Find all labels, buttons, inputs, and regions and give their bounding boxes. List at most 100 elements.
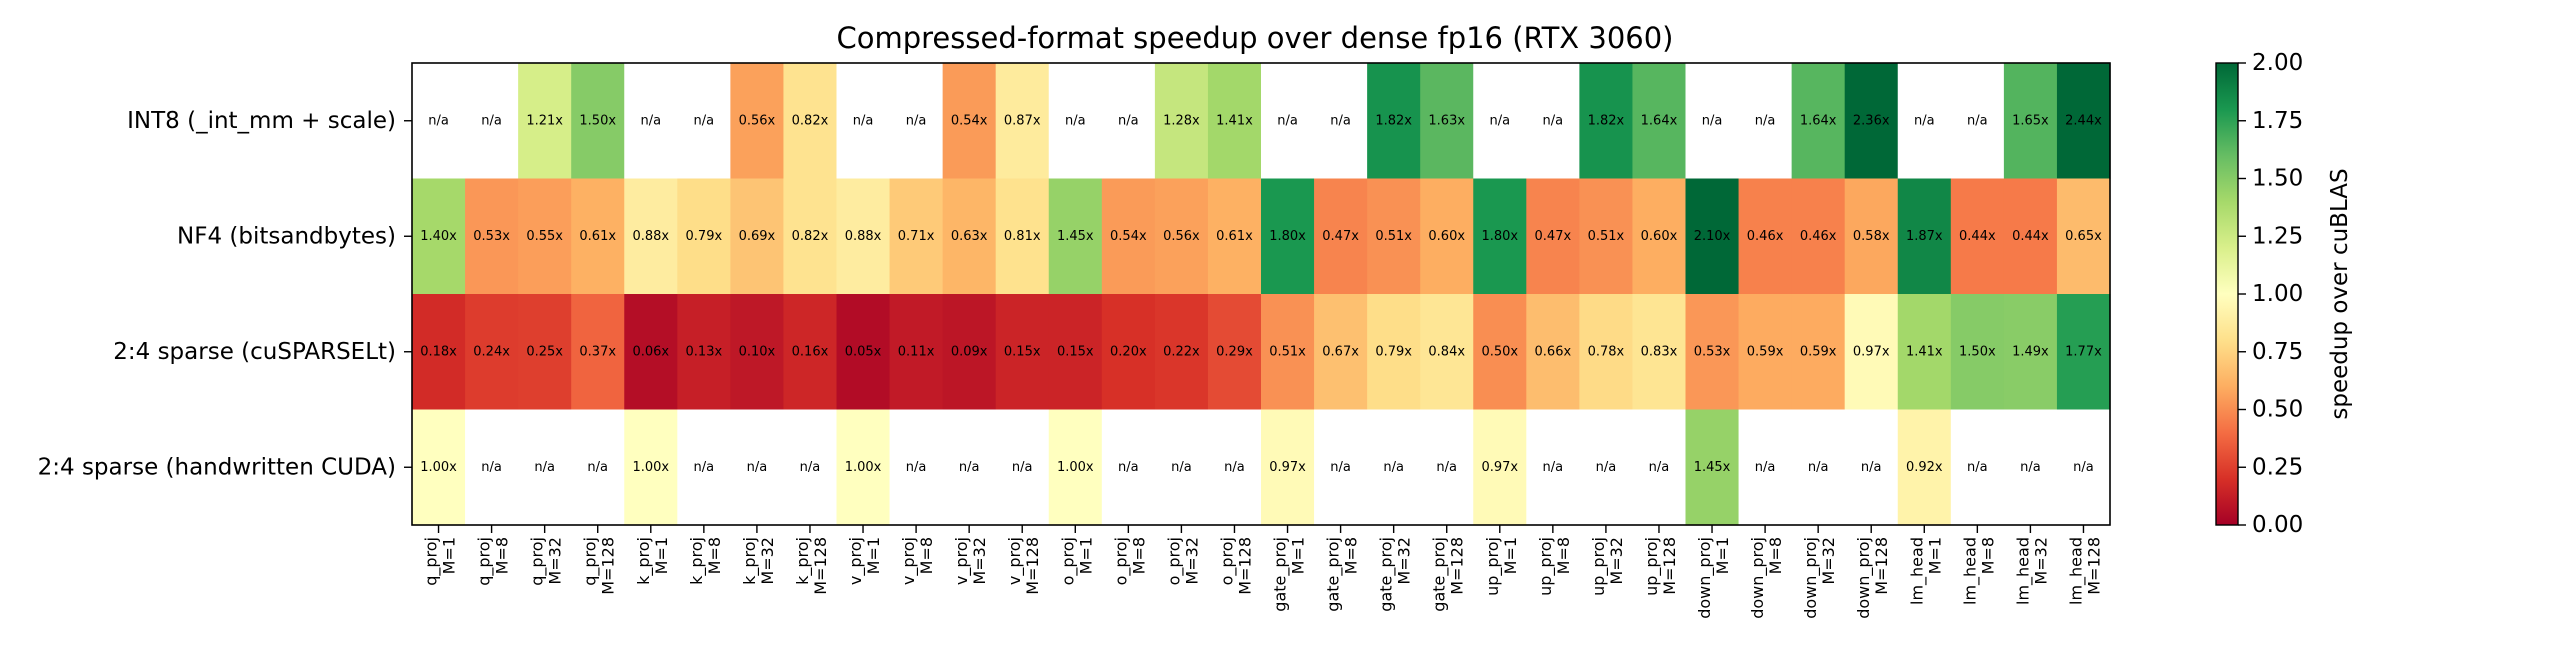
cell-value-label: n/a <box>1861 460 1882 475</box>
heatmap-cell <box>995 294 1050 411</box>
cell-value-label: n/a <box>1489 113 1510 128</box>
heatmap-cell <box>1473 178 1527 295</box>
colorbar-tick-label: 0.50 <box>2252 397 2303 423</box>
heatmap-cell <box>1738 63 1793 180</box>
cell-value-label: 0.46x <box>1747 229 1784 244</box>
heatmap-cell <box>1154 294 1209 411</box>
heatmap-cell <box>1791 409 1846 526</box>
heatmap-cell <box>1420 409 1474 526</box>
heatmap-cell <box>412 409 466 526</box>
column-label: q_projM=128 <box>581 537 618 595</box>
cell-value-label: 0.20x <box>1110 344 1147 359</box>
column-label: q_projM=8 <box>475 537 512 586</box>
column-label: v_projM=128 <box>1005 537 1042 595</box>
heatmap-cell <box>1473 294 1527 411</box>
heatmap-cell <box>412 178 466 295</box>
heatmap-cell <box>1207 294 1262 411</box>
heatmap-cell <box>730 294 785 411</box>
heatmap-cell <box>1261 294 1315 411</box>
cell-value-label: 0.53x <box>1694 344 1731 359</box>
heatmap-cell <box>1579 409 1634 526</box>
cell-value-label: n/a <box>1118 460 1139 475</box>
cell-value-label: n/a <box>1436 460 1457 475</box>
plot-frame <box>411 62 2111 526</box>
column-label: v_projM=8 <box>899 537 936 585</box>
cell-value-label: 1.63x <box>1428 113 1465 128</box>
column-label: o_projM=128 <box>1217 537 1254 595</box>
heatmap-cell <box>624 409 678 526</box>
cell-value-label: 0.61x <box>579 229 616 244</box>
cell-value-label: 1.50x <box>579 113 616 128</box>
heatmap-cell <box>1685 63 1740 180</box>
heatmap-cell <box>995 178 1050 295</box>
heatmap-cell <box>518 63 572 180</box>
column-labels: q_projM=1 q_projM=8 q_projM=32 q_projM=128 k… <box>422 525 2103 619</box>
cell-value-label: 0.69x <box>739 229 776 244</box>
cell-value-label: n/a <box>1543 113 1564 128</box>
cell-value-label: 0.37x <box>579 344 616 359</box>
heatmap-cell <box>2056 294 2111 411</box>
cell-value-label: 0.67x <box>1322 344 1359 359</box>
column-label: v_projM=32 <box>952 537 989 585</box>
cell-value-label: 0.78x <box>1588 344 1625 359</box>
cell-value-label: 0.55x <box>526 229 563 244</box>
heatmap-cell <box>889 294 944 411</box>
cell-value-label: 0.53x <box>473 229 510 244</box>
heatmap-cell <box>1420 63 1474 180</box>
cell-value-label: 1.00x <box>1057 460 1094 475</box>
cell-value-label: n/a <box>1171 460 1192 475</box>
cell-value-label: 0.84x <box>1428 344 1465 359</box>
heatmap-cell <box>2003 409 2058 526</box>
cell-value-label: n/a <box>1330 113 1351 128</box>
column-label: o_projM=8 <box>1111 537 1148 585</box>
cell-value-label: 0.13x <box>686 344 723 359</box>
heatmap-cell <box>783 294 838 411</box>
heatmap-cell <box>1526 63 1580 180</box>
cell-value-label: 0.97x <box>1853 344 1890 359</box>
heatmap-cell <box>995 409 1050 526</box>
cell-value-label: n/a <box>1914 113 1935 128</box>
cell-value-label: n/a <box>1118 113 1139 128</box>
colorbar-scale <box>2215 62 2239 526</box>
cell-value-label: 2.10x <box>1694 229 1731 244</box>
heatmap-cell <box>942 178 997 295</box>
colorbar-tick-label: 0.25 <box>2252 454 2303 480</box>
cell-value-label: n/a <box>1649 460 1670 475</box>
column-label: lm_headM=1 <box>1907 537 1944 605</box>
heatmap-cell <box>677 63 731 180</box>
heatmap-cell <box>1101 409 1156 526</box>
column-label: down_projM=8 <box>1748 537 1785 619</box>
heatmap-cell <box>677 294 731 411</box>
heatmap-cell <box>1367 178 1421 295</box>
heatmap-cell <box>1526 409 1580 526</box>
cell-value-label: 1.00x <box>632 460 669 475</box>
heatmap-cell <box>1632 294 1687 411</box>
column-label: down_projM=32 <box>1801 537 1838 619</box>
heatmap-cell <box>1473 63 1527 180</box>
heatmap-cell <box>1844 63 1899 180</box>
heatmap-cell <box>465 63 519 180</box>
heatmap-cell <box>942 294 997 411</box>
heatmap-cell <box>1048 178 1103 295</box>
cell-value-label: 0.88x <box>845 229 882 244</box>
cell-value-label: 0.15x <box>1057 344 1094 359</box>
heatmap-cell <box>1685 178 1740 295</box>
column-label: up_projM=8 <box>1536 537 1573 596</box>
cell-value-label: 0.66x <box>1535 344 1572 359</box>
column-label: up_projM=32 <box>1589 537 1626 596</box>
cell-value-label: 0.47x <box>1535 229 1572 244</box>
cell-value-label: 0.92x <box>1906 460 1943 475</box>
cell-value-label: n/a <box>906 460 927 475</box>
heatmap-cell <box>571 178 625 295</box>
heatmap-cell <box>677 178 731 295</box>
cell-value-label: 0.44x <box>2012 229 2049 244</box>
cell-value-label: n/a <box>1383 460 1404 475</box>
cell-value-label: 1.80x <box>1269 229 1306 244</box>
heatmap-cell <box>2003 178 2058 295</box>
heatmap-cell <box>783 63 838 180</box>
cell-value-label: 0.82x <box>792 229 829 244</box>
heatmap-cell <box>1314 178 1368 295</box>
cell-value-label: n/a <box>800 460 821 475</box>
heatmap-cell <box>1526 178 1580 295</box>
cell-value-label: n/a <box>1596 460 1617 475</box>
